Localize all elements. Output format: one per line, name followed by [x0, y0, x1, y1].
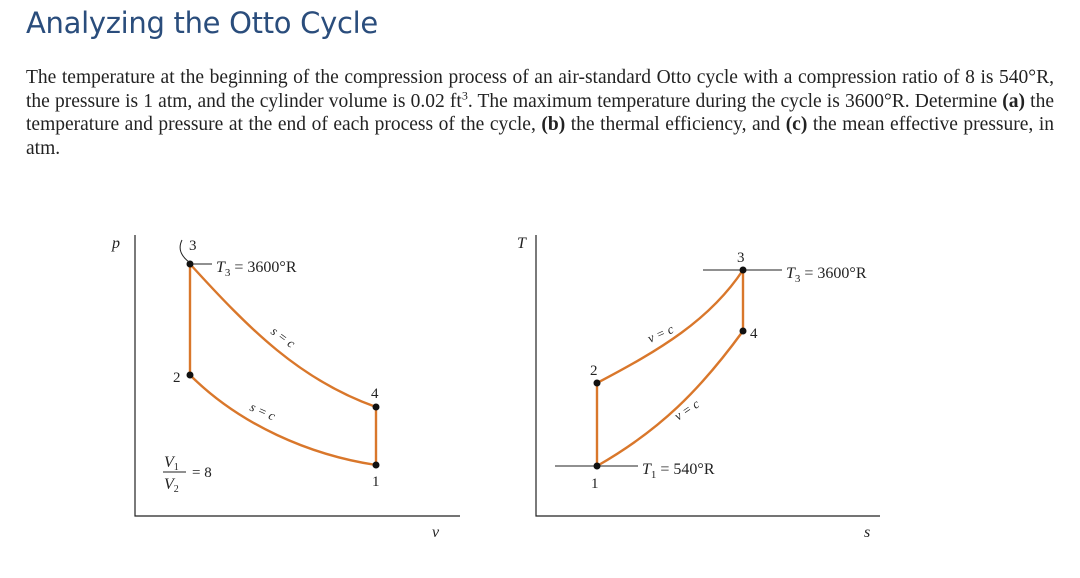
problem-text-5: the mean effective pressure, in atm.	[26, 114, 1054, 159]
ts-t1-subscript: 1	[651, 469, 657, 481]
problem-text-3: the temperature and pressure at the end …	[26, 90, 1054, 136]
ts-t1-annotation: T1 = 540°R	[642, 461, 715, 481]
ts-x-axis-label: s	[864, 524, 870, 541]
pv-process-3-4	[189, 263, 377, 409]
pv-axes	[134, 235, 460, 517]
ts-t1-symbol: T	[642, 461, 652, 478]
pv-isentrope-label-lower: s = c	[248, 399, 278, 423]
ts-state-label-3: 3	[737, 250, 745, 266]
pv-t3-annotation: T3 = 3600°R	[216, 259, 297, 279]
pv-state-point-3	[186, 260, 194, 268]
pv-ratio-denominator: V2	[164, 476, 179, 495]
ts-t3-symbol: T	[786, 265, 796, 282]
pv-ratio-num-symbol: V	[164, 454, 176, 471]
ts-state-label-4: 4	[750, 326, 758, 342]
pv-ratio-numerator: V1	[164, 454, 179, 473]
pv-diagram: p v 1 2 3 4 T3 = 3600°R s = c s = c V1 V…	[111, 235, 460, 541]
problem-superscript: 3	[461, 88, 468, 102]
ts-isochore-label-lower: v = c	[671, 396, 702, 424]
ts-process-4-1	[596, 330, 744, 468]
part-a-label: (a)	[1002, 90, 1026, 112]
pv-state-3-leader	[179, 239, 190, 263]
pv-state-label-3: 3	[189, 238, 197, 254]
pv-t3-subscript: 3	[225, 267, 231, 279]
pv-y-axis-label: p	[111, 235, 120, 252]
pv-process-1-2	[189, 374, 377, 467]
ts-isochore-label-upper: v = c	[645, 321, 676, 346]
pv-ratio-value: = 8	[192, 465, 212, 481]
part-b-label: (b)	[541, 114, 566, 135]
pv-ratio-num-subscript: 1	[174, 462, 179, 473]
pv-state-label-4: 4	[371, 386, 379, 402]
ts-state-label-1: 1	[591, 476, 599, 492]
ts-state-point-3	[739, 266, 747, 274]
ts-diagram: T s 1 2 3 4 T3 = 3600°R T1 = 540°R v = c…	[517, 235, 880, 541]
problem-statement: The temperature at the beginning of the …	[26, 66, 1054, 160]
ts-t3-subscript: 3	[795, 273, 801, 285]
pv-ratio-den-subscript: 2	[174, 484, 179, 495]
problem-text-4: the thermal efficiency, and	[565, 114, 786, 135]
pv-state-point-4	[372, 403, 380, 411]
ts-state-label-2: 2	[590, 363, 598, 379]
pv-ratio-den-symbol: V	[164, 476, 176, 493]
pv-t3-symbol: T	[216, 259, 226, 276]
ts-t3-value: = 3600°R	[800, 265, 866, 282]
pv-state-point-2	[186, 371, 194, 379]
ts-process-2-3	[596, 269, 745, 385]
pv-t3-value: = 3600°R	[230, 259, 296, 276]
problem-text-1: The temperature at the beginning of the …	[26, 67, 1054, 112]
ts-state-point-2	[593, 379, 601, 387]
pv-state-point-1	[372, 461, 380, 469]
problem-text-2: . The maximum temperature during the cyc…	[467, 90, 1003, 112]
ts-t3-annotation: T3 = 3600°R	[786, 265, 867, 285]
ts-state-point-1	[593, 462, 601, 470]
pv-state-label-2: 2	[173, 370, 181, 386]
part-c-label: (c)	[785, 114, 808, 135]
pv-x-axis-label: v	[432, 524, 440, 541]
ts-t1-value: = 540°R	[656, 461, 714, 478]
ts-state-point-4	[739, 327, 747, 335]
ts-axes	[535, 235, 880, 517]
page-title: Analyzing the Otto Cycle	[26, 6, 378, 40]
pv-state-label-1: 1	[372, 474, 380, 490]
ts-y-axis-label: T	[517, 235, 527, 252]
